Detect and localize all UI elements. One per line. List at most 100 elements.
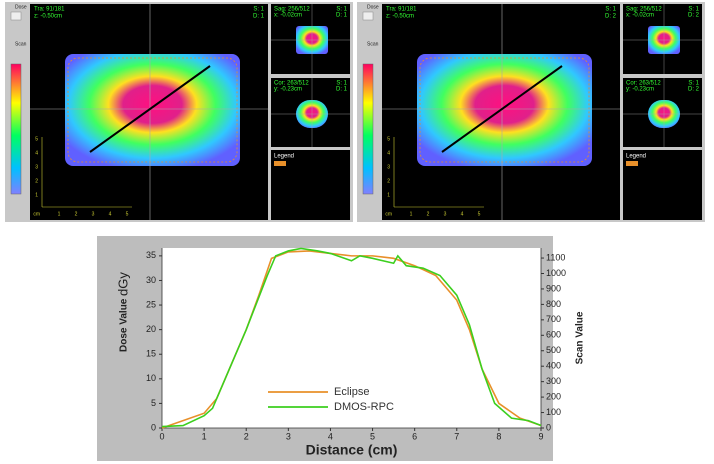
view-info: D: 2 bbox=[605, 14, 617, 20]
legend-swatch bbox=[626, 161, 638, 166]
profile-line bbox=[441, 65, 563, 153]
y-tick-label: 0 bbox=[151, 422, 156, 432]
scan-label: Scan bbox=[15, 41, 27, 47]
y-tick-label: 15 bbox=[146, 349, 156, 359]
scale-tick: 1 bbox=[58, 211, 61, 217]
view-info: S: 1 bbox=[688, 81, 699, 87]
y2-tick-label: 900 bbox=[546, 283, 561, 293]
scale-tick: 5 bbox=[387, 136, 390, 142]
view-info: x: -0.02cm bbox=[274, 13, 302, 19]
view-info: D: 2 bbox=[688, 13, 700, 19]
series-line bbox=[161, 247, 542, 428]
x-tick-label: 8 bbox=[496, 431, 501, 441]
x-tick-label: 1 bbox=[202, 431, 207, 441]
scale-tick: 4 bbox=[461, 211, 464, 217]
dose-label: Dose bbox=[15, 4, 27, 10]
y-tick-label: 10 bbox=[146, 373, 156, 383]
view-info: z: -0.50cm bbox=[34, 14, 62, 20]
view-info: z: -0.50cm bbox=[386, 14, 414, 20]
dose-button bbox=[10, 11, 22, 21]
scale-tick: 2 bbox=[387, 178, 390, 184]
y-axis-unit: dGy bbox=[115, 272, 130, 296]
colorbar bbox=[10, 63, 22, 195]
scale-tick: 2 bbox=[75, 211, 78, 217]
dose-map bbox=[417, 54, 592, 166]
view-info: Sag: 256/512 bbox=[626, 7, 662, 13]
view-info: S: 1 bbox=[336, 7, 347, 13]
view-info: y: -0.23cm bbox=[626, 87, 654, 93]
view-info: y: -0.23cm bbox=[274, 87, 302, 93]
legend-label: DMOS-RPC bbox=[334, 401, 394, 413]
y2-tick-label: 400 bbox=[546, 361, 561, 371]
scale-tick: 3 bbox=[92, 211, 95, 217]
legend-label: Eclipse bbox=[334, 386, 369, 398]
colorbar bbox=[362, 63, 374, 195]
x-tick-label: 7 bbox=[454, 431, 459, 441]
view-info: Cor: 263/512 bbox=[274, 81, 309, 87]
scale-tick: 5 bbox=[35, 136, 38, 142]
y2-tick-label: 1000 bbox=[546, 268, 566, 278]
profile-line bbox=[89, 65, 211, 153]
scale-tick: 3 bbox=[35, 164, 38, 170]
y2-tick-label: 700 bbox=[546, 314, 561, 324]
y2-axis-title: Scan Value bbox=[575, 311, 586, 364]
view-info: S: 1 bbox=[688, 7, 699, 13]
view-info: D: 1 bbox=[253, 14, 265, 20]
x-tick-label: 2 bbox=[244, 431, 249, 441]
view-info: Tra: 91/181 bbox=[34, 7, 65, 13]
scale-tick: 1 bbox=[387, 192, 390, 198]
x-tick-label: 6 bbox=[412, 431, 417, 441]
legend-view bbox=[623, 150, 702, 220]
scale-unit: cm bbox=[33, 211, 40, 217]
x-tick-label: 9 bbox=[538, 431, 543, 441]
view-info: S: 1 bbox=[336, 81, 347, 87]
y2-tick-label: 500 bbox=[546, 345, 561, 355]
scale-tick: 4 bbox=[109, 211, 112, 217]
x-tick-label: 0 bbox=[159, 431, 164, 441]
scale-tick: 1 bbox=[35, 192, 38, 198]
scale-tick: 4 bbox=[387, 150, 390, 156]
view-info: x: -0.02cm bbox=[626, 13, 654, 19]
chart: 0 1 2 3 4 5 6 7 8 9051015202530350100200300400500… bbox=[97, 236, 586, 461]
scan-label: Scan bbox=[367, 41, 379, 47]
y2-tick-label: 0 bbox=[546, 422, 551, 432]
scale-tick: 3 bbox=[444, 211, 447, 217]
y-tick-label: 20 bbox=[146, 324, 156, 334]
legend-view bbox=[271, 150, 350, 220]
scale-tick: 3 bbox=[387, 164, 390, 170]
y-axis-title: Dose Value bbox=[119, 298, 130, 352]
legend-title: Legend bbox=[274, 154, 294, 160]
scale-tick: 1 bbox=[410, 211, 413, 217]
scale-tick: 5 bbox=[478, 211, 481, 217]
view-info: Sag: 256/512 bbox=[274, 7, 310, 13]
view-info: Cor: 263/512 bbox=[626, 81, 661, 87]
view-info: D: 1 bbox=[336, 87, 348, 93]
legend-title: Legend bbox=[626, 154, 646, 160]
y2-tick-label: 1100 bbox=[546, 252, 565, 262]
view-info: D: 1 bbox=[336, 13, 348, 19]
plot-area bbox=[162, 248, 541, 428]
y-tick-label: 35 bbox=[146, 250, 156, 260]
scale-tick: 4 bbox=[35, 150, 38, 156]
y-tick-label: 30 bbox=[146, 275, 156, 285]
scale-unit: cm bbox=[385, 211, 392, 217]
y2-tick-label: 600 bbox=[546, 330, 561, 340]
scale-tick: 2 bbox=[35, 178, 38, 184]
view-info: S: 1 bbox=[253, 7, 264, 13]
y2-tick-label: 800 bbox=[546, 299, 561, 309]
view-info: Tra: 91/181 bbox=[386, 7, 417, 13]
x-tick-label: 3 bbox=[286, 431, 291, 441]
y2-tick-label: 300 bbox=[546, 376, 561, 386]
y2-tick-label: 100 bbox=[546, 407, 561, 417]
view-info: D: 2 bbox=[688, 87, 700, 93]
y-tick-label: 25 bbox=[146, 299, 156, 309]
dose-map bbox=[65, 54, 240, 166]
x-axis-title: Distance (cm) bbox=[306, 442, 398, 458]
view-info: S: 1 bbox=[605, 7, 616, 13]
x-tick-label: 4 bbox=[328, 431, 333, 441]
scale-tick: 2 bbox=[427, 211, 430, 217]
dose-button bbox=[362, 11, 374, 21]
